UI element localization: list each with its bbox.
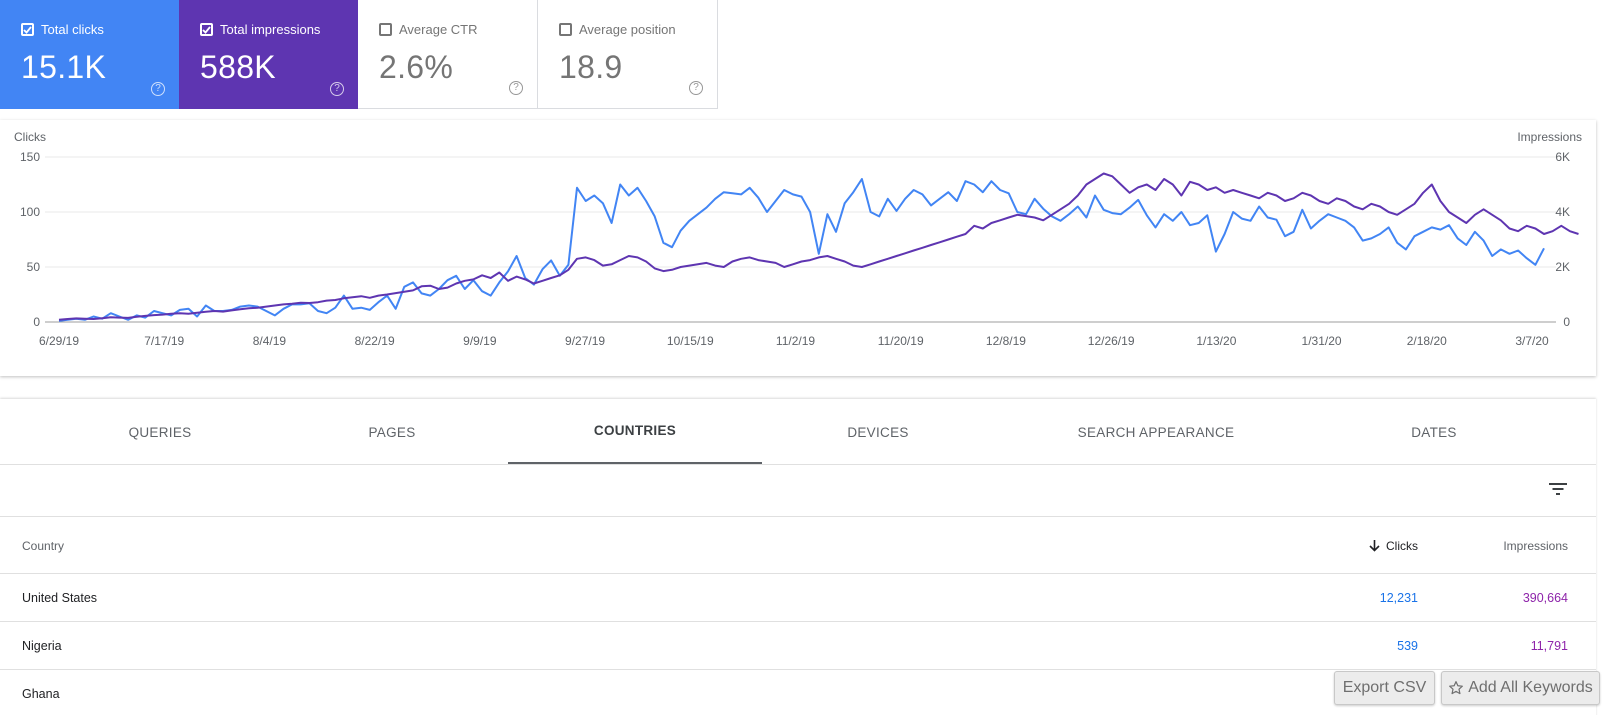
cell-impressions: 390,664 bbox=[1522, 591, 1568, 605]
tab-pages[interactable]: PAGES bbox=[368, 424, 416, 440]
metric-label: Total impressions bbox=[220, 22, 321, 37]
x-tick-label: 11/2/19 bbox=[776, 334, 815, 348]
x-tick-label: 3/7/20 bbox=[1515, 334, 1549, 348]
column-header-clicks[interactable]: Clicks bbox=[1369, 539, 1418, 553]
y-tick-label-right: 0 bbox=[1563, 315, 1570, 329]
column-header-clicks-label: Clicks bbox=[1386, 539, 1418, 553]
export-csv-button[interactable]: Export CSV bbox=[1334, 671, 1435, 705]
add-all-keywords-label: Add All Keywords bbox=[1468, 679, 1593, 696]
x-tick-label: 8/4/19 bbox=[253, 334, 287, 348]
y-tick-label-left: 0 bbox=[33, 315, 40, 329]
metric-label: Total clicks bbox=[41, 22, 104, 37]
y-tick-label-left: 150 bbox=[20, 150, 40, 164]
metric-value: 2.6% bbox=[379, 49, 454, 85]
table-row[interactable]: Nigeria 539 11,791 bbox=[0, 622, 1596, 670]
series-line-clicks bbox=[58, 178, 1545, 322]
x-tick-label: 1/31/20 bbox=[1302, 334, 1342, 348]
x-tick-label: 12/8/19 bbox=[986, 334, 1026, 348]
table-row[interactable]: Ghana bbox=[0, 670, 1596, 715]
dimension-tabs: QUERIES PAGES COUNTRIES DEVICES SEARCH A… bbox=[0, 399, 1596, 465]
x-tick-label: 12/26/19 bbox=[1088, 334, 1135, 348]
series-line-impressions bbox=[58, 172, 1579, 321]
cell-clicks: 12,231 bbox=[1379, 591, 1418, 605]
tab-queries[interactable]: QUERIES bbox=[128, 424, 192, 440]
metric-card-average-ctr[interactable]: Average CTR 2.6% ? bbox=[358, 0, 538, 109]
table-header: Country Clicks Impressions bbox=[0, 517, 1596, 574]
x-tick-label: 6/29/19 bbox=[39, 334, 79, 348]
checkbox-unchecked-icon[interactable] bbox=[379, 23, 392, 36]
y-tick-label-right: 6K bbox=[1555, 150, 1570, 164]
cell-country: Ghana bbox=[22, 687, 60, 701]
x-tick-label: 11/20/19 bbox=[878, 334, 924, 348]
metric-label: Average CTR bbox=[399, 22, 478, 37]
column-header-impressions[interactable]: Impressions bbox=[1503, 539, 1568, 553]
help-icon[interactable]: ? bbox=[509, 81, 523, 95]
chart-svg[interactable]: 150 6K 100 4K 50 2K 0 0 Clicks Impressions 6/29/19… bbox=[0, 120, 1596, 376]
arrow-down-icon bbox=[1369, 540, 1380, 552]
x-tick-label: 7/17/19 bbox=[144, 334, 184, 348]
metric-value: 588K bbox=[200, 49, 276, 85]
dimension-table-panel: QUERIES PAGES COUNTRIES DEVICES SEARCH A… bbox=[0, 399, 1596, 715]
metric-value: 18.9 bbox=[559, 49, 623, 85]
tab-devices[interactable]: DEVICES bbox=[847, 424, 909, 440]
help-icon[interactable]: ? bbox=[689, 81, 703, 95]
x-tick-label: 1/13/20 bbox=[1196, 334, 1236, 348]
metric-label: Average position bbox=[579, 22, 676, 37]
star-icon bbox=[1449, 681, 1464, 695]
tab-search-appearance[interactable]: SEARCH APPEARANCE bbox=[1077, 424, 1235, 440]
help-icon[interactable]: ? bbox=[151, 82, 165, 96]
cell-country: Nigeria bbox=[22, 639, 62, 653]
y-tick-label-left: 50 bbox=[27, 260, 41, 274]
metric-card-total-impressions[interactable]: Total impressions 588K ? bbox=[179, 0, 358, 109]
checkbox-checked-icon[interactable] bbox=[21, 23, 34, 36]
table-row[interactable]: United States 12,231 390,664 bbox=[0, 574, 1596, 622]
tab-dates[interactable]: DATES bbox=[1411, 424, 1457, 440]
x-tick-label: 9/27/19 bbox=[565, 334, 605, 348]
add-all-keywords-button[interactable]: Add All Keywords bbox=[1441, 671, 1600, 705]
x-tick-label: 2/18/20 bbox=[1407, 334, 1447, 348]
y-axis-label-right: Impressions bbox=[1517, 130, 1582, 144]
checkbox-unchecked-icon[interactable] bbox=[559, 23, 572, 36]
cell-clicks: 539 bbox=[1397, 639, 1418, 653]
y-tick-label-right: 2K bbox=[1555, 260, 1570, 274]
help-icon[interactable]: ? bbox=[330, 82, 344, 96]
metric-value: 15.1K bbox=[21, 49, 107, 85]
y-tick-label-right: 4K bbox=[1555, 205, 1570, 219]
column-header-country[interactable]: Country bbox=[22, 539, 65, 553]
filter-row bbox=[0, 465, 1596, 517]
export-csv-label: Export CSV bbox=[1342, 679, 1427, 696]
cell-impressions: 11,791 bbox=[1530, 639, 1568, 653]
metric-card-average-position[interactable]: Average position 18.9 ? bbox=[538, 0, 718, 109]
filter-icon[interactable] bbox=[1548, 480, 1568, 498]
tab-countries[interactable]: COUNTRIES bbox=[508, 399, 762, 464]
x-tick-label: 9/9/19 bbox=[463, 334, 497, 348]
x-tick-label: 8/22/19 bbox=[355, 334, 395, 348]
metric-card-total-clicks[interactable]: Total clicks 15.1K ? bbox=[0, 0, 179, 109]
y-axis-label-left: Clicks bbox=[14, 130, 46, 144]
performance-chart[interactable]: 150 6K 100 4K 50 2K 0 0 Clicks Impressions 6/29/19… bbox=[0, 120, 1596, 376]
checkbox-checked-icon[interactable] bbox=[200, 23, 213, 36]
metric-cards: Total clicks 15.1K ? Total impressions 5… bbox=[0, 0, 718, 109]
x-tick-label: 10/15/19 bbox=[667, 334, 714, 348]
y-tick-label-left: 100 bbox=[20, 205, 40, 219]
cell-country: United States bbox=[22, 591, 98, 605]
